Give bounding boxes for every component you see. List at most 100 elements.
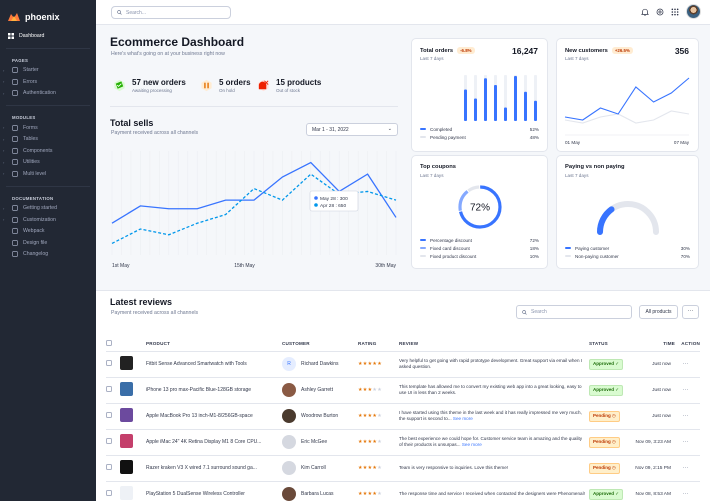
customer-cell[interactable]: Ashley Garrett: [282, 383, 354, 397]
product-name-link[interactable]: Fitbit Sense Advanced Smartwatch with To…: [146, 361, 247, 367]
customer-cell[interactable]: R Richard Dawkins: [282, 357, 354, 371]
see-more-link[interactable]: See more: [461, 442, 482, 447]
card-title: New customers +26.5%: [565, 47, 633, 54]
sidebar-item-authentication[interactable]: › Authentication: [0, 88, 96, 100]
column-time[interactable]: TIME: [631, 336, 675, 352]
product-name-link[interactable]: iPhone 13 pro max-Pacific Blue-128GB sto…: [146, 387, 252, 393]
sidebar-item-errors[interactable]: › Errors: [0, 76, 96, 88]
sidebar-item-utilities[interactable]: › Utilities: [0, 157, 96, 169]
card-subtitle: Last 7 days: [565, 56, 589, 61]
sidebar-item-label: Dashboard: [19, 32, 45, 39]
row-actions-button[interactable]: ···: [682, 465, 689, 471]
legend-item: Non-paying customer 70%: [565, 252, 690, 260]
star-filled-icon: ★: [372, 439, 378, 445]
product-thumbnail[interactable]: [120, 382, 133, 396]
sidebar-item-components[interactable]: › Components: [0, 145, 96, 157]
star-filled-icon: ★: [372, 465, 378, 471]
series-line: [111, 161, 397, 224]
sidebar-divider: [6, 105, 90, 106]
total-sells-subtitle: Payment received across all channels: [111, 130, 199, 136]
search-input[interactable]: Search...: [111, 6, 231, 19]
row-checkbox[interactable]: [106, 490, 112, 496]
product-thumbnail[interactable]: [120, 434, 133, 448]
column-action: ACTION: [675, 336, 700, 352]
product-thumbnail[interactable]: [120, 460, 133, 474]
reviews-search-input[interactable]: Search: [516, 305, 632, 319]
sidebar-item-dashboard[interactable]: Dashboard: [0, 30, 96, 42]
avatar: R: [282, 357, 296, 371]
select-all-checkbox[interactable]: [106, 339, 112, 346]
page-title: Ecommerce Dashboard: [110, 35, 245, 49]
customer-cell[interactable]: Woodrow Burton: [282, 409, 354, 423]
row-actions-button[interactable]: ···: [682, 491, 689, 497]
legend-value: 18%: [529, 245, 539, 251]
star-filled-icon: ★: [358, 361, 363, 367]
review-body: I have started using this theme in the l…: [399, 409, 582, 421]
series-line: [564, 77, 690, 121]
sidebar-item-customization[interactable]: › Customization: [0, 214, 96, 226]
row-actions-button[interactable]: ···: [682, 361, 689, 367]
avatar: [282, 487, 296, 501]
see-more-link[interactable]: See more: [452, 416, 473, 421]
product-thumbnail[interactable]: [120, 356, 133, 370]
more-options-button[interactable]: ···: [682, 305, 699, 319]
row-actions-button[interactable]: ···: [682, 387, 689, 393]
customer-cell[interactable]: Barbara Lucas: [282, 487, 354, 501]
bell-icon[interactable]: [641, 8, 649, 16]
star-filled-icon: ★: [358, 387, 363, 393]
product-thumbnail[interactable]: [120, 486, 133, 500]
row-actions-button[interactable]: ···: [682, 439, 689, 445]
sidebar-item-changelog[interactable]: Changelog: [0, 249, 96, 261]
row-actions-button[interactable]: ···: [682, 413, 689, 419]
row-checkbox[interactable]: [106, 412, 112, 418]
brand-logo[interactable]: phoenix: [0, 0, 96, 26]
trend-badge: -6.8%: [457, 47, 475, 54]
column-rating[interactable]: RATING: [358, 336, 399, 352]
sidebar-heading: MODULES: [12, 115, 36, 120]
sidebar-item-design-file[interactable]: Design file: [0, 237, 96, 249]
date-range-select[interactable]: Mar 1 - 31, 2022 ⌄: [306, 123, 398, 136]
stat-new-orders: 57 new orders Awaiting processing: [113, 78, 186, 93]
sidebar-item-webpack[interactable]: Webpack: [0, 226, 96, 238]
design-file-icon: [12, 239, 18, 246]
settings-icon[interactable]: [656, 8, 664, 16]
legend-item: Paying customer 30%: [565, 244, 690, 252]
column-review[interactable]: REVIEW: [399, 336, 589, 352]
customer-cell[interactable]: Eric McGee: [282, 435, 354, 449]
chart-legend: Percentage discount 72% Fixed card discoun…: [420, 236, 539, 260]
star-filled-icon: ★: [362, 361, 368, 367]
column-product[interactable]: PRODUCT: [146, 336, 282, 352]
sidebar-item-multi-level[interactable]: › Multi level: [0, 168, 96, 180]
search-icon: [117, 10, 122, 15]
sidebar-item-getting-started[interactable]: › Getting started: [0, 203, 96, 215]
row-checkbox[interactable]: [106, 360, 112, 366]
sidebar-item-tables[interactable]: › Tables: [0, 134, 96, 146]
row-checkbox[interactable]: [106, 464, 112, 470]
row-checkbox[interactable]: [106, 438, 112, 444]
customer-cell[interactable]: Kim Carroll: [282, 461, 354, 475]
latest-reviews-section: Latest reviews Payment received across a…: [96, 290, 710, 501]
customer-name: Richard Dawkins: [301, 361, 339, 367]
column-status[interactable]: STATUS: [589, 336, 631, 352]
column-customer[interactable]: CUSTOMER: [282, 336, 358, 352]
row-checkbox[interactable]: [106, 386, 112, 392]
product-name-link[interactable]: Apple MacBook Pro 13 inch-M1-8/256GB-spa…: [146, 413, 253, 419]
review-time: Nov 09, 3:23 AM: [635, 439, 671, 445]
product-thumbnail[interactable]: [120, 408, 133, 422]
tooltip-value: Apr 28 : 650: [320, 203, 346, 209]
sidebar-item-starter[interactable]: › Starter: [0, 65, 96, 77]
product-name-link[interactable]: Razer kraken V3 X wired 7.1 surround sou…: [146, 465, 257, 471]
sidebar-item-forms[interactable]: › Forms: [0, 122, 96, 134]
star-empty-icon: ★: [377, 465, 382, 471]
product-name-link[interactable]: Apple iMac 24" 4K Retina Display M1 8 Co…: [146, 439, 262, 445]
user-avatar[interactable]: [686, 4, 701, 19]
star-filled-icon: ★: [367, 439, 373, 445]
all-products-button[interactable]: All products: [639, 305, 678, 319]
chevron-right-icon: ›: [3, 159, 5, 165]
x-tick-label: 1st May: [112, 263, 130, 269]
apps-grid-icon[interactable]: [671, 8, 679, 16]
new-orders-icon: [114, 79, 125, 92]
product-name-link[interactable]: PlayStation 5 DualSense Wireless Control…: [146, 491, 245, 497]
status-badge: Approved ✓: [589, 488, 624, 500]
legend-swatch: [420, 135, 426, 139]
